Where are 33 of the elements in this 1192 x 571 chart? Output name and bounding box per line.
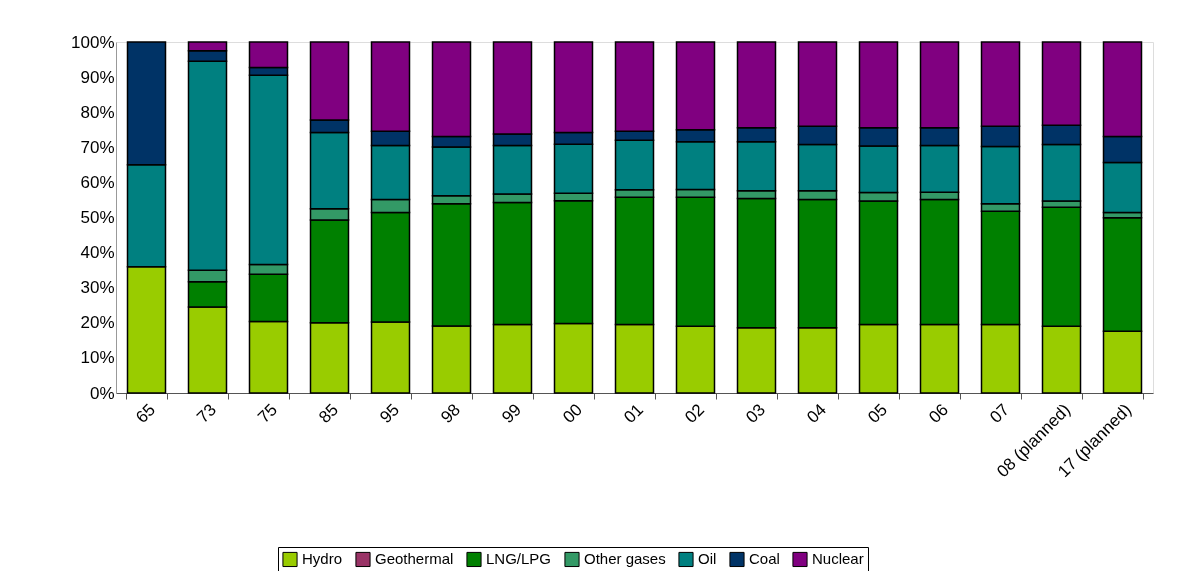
y-tick-label: 40% bbox=[80, 243, 115, 263]
x-tick-label: 06 bbox=[925, 400, 953, 427]
y-tick-label: 100% bbox=[71, 32, 115, 52]
x-tick-label: 05 bbox=[864, 400, 892, 427]
legend-label: Geothermal bbox=[375, 550, 454, 568]
y-tick-label: 90% bbox=[80, 67, 115, 87]
y-tick-label: 30% bbox=[80, 278, 115, 298]
legend-label: LNG/LPG bbox=[486, 550, 552, 568]
x-tick-label: 02 bbox=[681, 400, 709, 427]
y-tick-label: 60% bbox=[80, 172, 115, 192]
x-tick-label: 99 bbox=[498, 400, 526, 427]
legend-label: Hydro bbox=[302, 550, 343, 568]
y-tick-label: 10% bbox=[80, 348, 115, 368]
x-tick-label: 98 bbox=[437, 400, 465, 427]
y-tick-label: 20% bbox=[80, 313, 115, 333]
x-tick-label: 85 bbox=[315, 400, 343, 427]
y-tick-label: 80% bbox=[80, 102, 115, 122]
y-tick-label: 70% bbox=[80, 137, 115, 157]
x-tick-label: 07 bbox=[986, 400, 1014, 427]
x-tick-label: 73 bbox=[193, 400, 221, 427]
x-tick-label: 04 bbox=[803, 400, 831, 427]
legend-label: Coal bbox=[749, 550, 780, 568]
x-tick-label: 03 bbox=[742, 400, 770, 427]
legend-label: Oil bbox=[698, 550, 717, 568]
y-tick-label: 50% bbox=[80, 208, 115, 227]
x-tick-label: 65 bbox=[132, 400, 160, 427]
legend-label: Nuclear bbox=[812, 550, 864, 568]
x-tick-label: 95 bbox=[376, 400, 404, 427]
legend-label: Other gases bbox=[584, 550, 666, 568]
x-tick-label: 00 bbox=[559, 400, 587, 427]
x-tick-label: 01 bbox=[620, 400, 648, 427]
y-tick-label: 0% bbox=[89, 383, 115, 403]
x-tick-label: 75 bbox=[254, 400, 282, 427]
